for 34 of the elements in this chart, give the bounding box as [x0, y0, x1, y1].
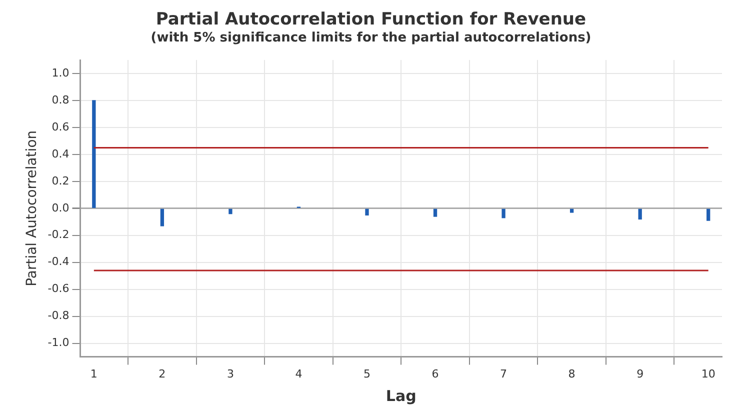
x-tick-label: 5 — [363, 367, 370, 380]
bar — [433, 208, 438, 217]
x-tick-label: 3 — [226, 367, 234, 380]
x-tick-label: 8 — [568, 367, 576, 380]
bar — [502, 208, 506, 218]
y-tick-label: 0.6 — [52, 120, 70, 134]
x-tick-label: 4 — [295, 367, 302, 380]
y-tick-label: 0.4 — [52, 147, 70, 160]
x-tick-label: 6 — [432, 367, 439, 380]
y-tick-label: -0.6 — [48, 282, 70, 296]
bar — [365, 208, 369, 216]
x-tick-label: 7 — [500, 367, 508, 380]
y-tick-label: -0.4 — [48, 255, 70, 268]
y-tick-label: -0.2 — [48, 228, 70, 242]
bar — [160, 208, 164, 226]
y-axis-title: Partial Autocorrelation — [24, 130, 40, 286]
bar — [706, 208, 710, 221]
y-tick-label: -1.0 — [48, 336, 70, 350]
chart-title: Partial Autocorrelation Function for Revenue — [156, 10, 586, 30]
x-tick-label: 10 — [701, 367, 716, 380]
x-tick-label: 9 — [636, 367, 644, 380]
bar — [570, 208, 574, 213]
y-tick-label: 1.0 — [52, 66, 70, 80]
bar — [228, 208, 232, 214]
chart-subtitle: (with 5% significance limits for the partial autocorrelations) — [150, 30, 592, 46]
x-axis-title: Lag — [386, 386, 416, 405]
x-tick-label: 1 — [90, 367, 98, 380]
y-tick-label: -0.8 — [48, 309, 70, 322]
bar — [638, 208, 642, 220]
y-tick-label: 0.2 — [52, 174, 70, 188]
y-tick-label: 0.8 — [52, 93, 70, 106]
y-tick-label: 0.0 — [52, 201, 70, 214]
x-tick-label: 2 — [158, 367, 166, 380]
bar — [92, 100, 96, 208]
